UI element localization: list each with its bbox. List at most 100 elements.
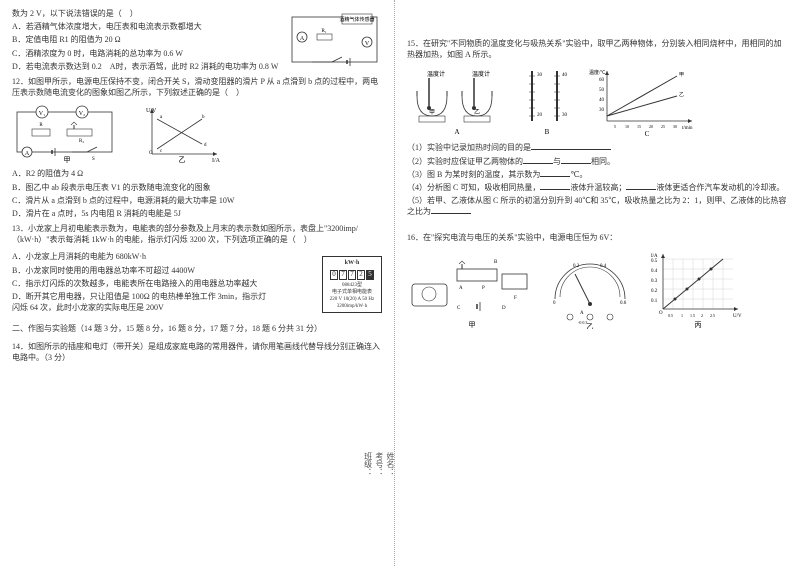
svg-text:a: a: [160, 115, 163, 120]
svg-text:0.5: 0.5: [651, 259, 658, 264]
energy-meter-diagram: kW·h 0 7 7 2 5 088423型 电子式单相电能表 220 V 10…: [322, 256, 382, 312]
circuit-diagram-1: 酒精气体传感器 A V R₁: [287, 12, 382, 67]
q15-sub1: （1）实验中记录加热时间的目的是: [407, 142, 788, 153]
svg-text:甲: 甲: [429, 109, 435, 116]
svg-text:A: A: [459, 286, 463, 291]
q16-text: 16．在"探究电流与电压的关系"实验中，电源电压恒为 6V：: [407, 232, 788, 243]
q15-sub4: （4）分析图 C 可知，吸收相同热量，液体升温较高；液体更适合作汽车发动机的冷却…: [407, 182, 788, 193]
svg-text:R: R: [39, 123, 43, 128]
svg-text:R₁: R₁: [321, 29, 326, 34]
svg-text:D: D: [502, 306, 506, 311]
meter-digit-3: 7: [348, 270, 356, 280]
svg-text:15: 15: [637, 124, 641, 129]
thermometer-diagram-b: 30 20 40 30 B: [517, 66, 577, 136]
binding-labels: 姓名： 考号： 班级：: [362, 452, 396, 506]
svg-text:1.5: 1.5: [690, 313, 695, 318]
q12-opt-d: D．滑片在 a 点时，5s 内电阻 R 消耗的电能是 5J: [12, 208, 382, 219]
svg-text:乙: 乙: [587, 323, 594, 329]
svg-text:A: A: [25, 151, 30, 157]
q12-opt-a: A．R2 的阻值为 4 Ω: [12, 168, 382, 179]
svg-text:温度计: 温度计: [472, 70, 490, 78]
svg-text:0.2: 0.2: [573, 264, 580, 269]
svg-text:30: 30: [562, 113, 568, 118]
svg-text:U/V: U/V: [733, 314, 742, 319]
meter-imp: 3200imp/kW·h: [325, 303, 379, 310]
svg-text:40: 40: [599, 98, 605, 103]
meter-unit: kW·h: [325, 259, 379, 267]
svg-text:V₂: V₂: [79, 111, 85, 117]
meter-sub: 电子式单相电能表: [325, 289, 379, 296]
svg-text:S: S: [92, 157, 95, 162]
svg-text:50: 50: [599, 88, 605, 93]
svg-text:t/min: t/min: [682, 126, 693, 131]
svg-text:30: 30: [673, 124, 677, 129]
svg-text:25: 25: [661, 124, 665, 129]
svg-text:A: A: [580, 311, 584, 316]
q14-text: 14．如图所示的插座和电灯（带开关）是组成家庭电路的常用器件，请你用笔画线代替导…: [12, 341, 382, 363]
q15-sub5: （5）若甲、乙液体从图 C 所示的初温分别升到 40℃和 35℃，吸收热量之比为…: [407, 195, 788, 217]
q13-opt-c: C．指示灯闪烁的次数越多，电能表所在电路接入的用电器总功率越大: [12, 278, 272, 289]
svg-text:酒精气体传感器: 酒精气体传感器: [339, 16, 374, 23]
q12-opt-c: C．滑片从 a 点滑到 b 点的过程中，电源消耗的最大功率是 10W: [12, 195, 382, 206]
ammeter-dial: 0 0.2 0.4 0.6 A -0 0.3 乙: [545, 249, 635, 329]
svg-text:b: b: [202, 115, 205, 120]
svg-text:0.2: 0.2: [651, 289, 658, 294]
svg-text:1: 1: [681, 313, 683, 318]
svg-text:2: 2: [701, 313, 703, 318]
q15-text: 15．在研究"不同物质的温度变化与吸热关系"实验中，取甲乙两种物体，分别装入相同…: [407, 38, 788, 60]
svg-text:B: B: [494, 260, 498, 265]
label-class: 班级：: [362, 452, 373, 476]
svg-text:2.5: 2.5: [710, 313, 715, 318]
svg-text:O: O: [659, 311, 663, 316]
svg-text:乙: 乙: [179, 156, 186, 164]
meter-digit-1: 0: [330, 270, 338, 280]
svg-text:丙: 丙: [695, 321, 702, 329]
beaker-diagram-a: 温度计 温度计 甲 乙 A: [407, 66, 507, 136]
svg-text:20: 20: [537, 113, 543, 118]
label-id: 考号：: [374, 452, 385, 476]
svg-text:P: P: [482, 286, 485, 291]
svg-text:0.6: 0.6: [620, 301, 627, 306]
svg-text:甲: 甲: [64, 156, 71, 164]
svg-text:O: O: [149, 151, 153, 156]
svg-text:A: A: [454, 128, 459, 136]
svg-text:5: 5: [614, 124, 616, 129]
section2-heading: 二、作图与实验题（14 题 3 分，15 题 8 分，16 题 8 分，17 题…: [12, 323, 382, 334]
graph-diagram-c: 温度/℃ t/min 60 50 40 30 5 10 15 20 25 30 …: [587, 66, 697, 136]
svg-text:c: c: [160, 149, 163, 154]
svg-text:0.5: 0.5: [668, 313, 673, 318]
svg-text:V₁: V₁: [39, 111, 45, 117]
svg-text:0.4: 0.4: [651, 269, 658, 274]
svg-text:0.4: 0.4: [600, 264, 607, 269]
circuit-diagram-2: V₁ V₂ R R₂ A S 甲: [12, 104, 122, 164]
meter-digit-5: 5: [366, 270, 374, 280]
svg-text:温度/℃: 温度/℃: [589, 69, 605, 76]
meter-digit-2: 7: [339, 270, 347, 280]
svg-text:C: C: [457, 306, 461, 311]
q12-opt-b: B．图乙中 ab 段表示电压表 V1 的示数随电流变化的图象: [12, 182, 382, 193]
svg-text:温度计: 温度计: [427, 70, 445, 78]
q15-sub3: （3）图 B 为某时刻的温度，其示数为℃。: [407, 169, 788, 180]
svg-text:A: A: [300, 36, 305, 42]
svg-text:甲: 甲: [469, 321, 476, 329]
svg-text:I/A: I/A: [212, 158, 221, 164]
svg-text:40: 40: [562, 73, 568, 78]
graph-q12: U/V I/A a b c d O 乙: [142, 104, 222, 164]
svg-text:0.3: 0.3: [651, 279, 658, 284]
q13-opt-d: D．断开其它用电器，只让阻值是 100Ω 的电热棒单独工作 3min，指示灯闪烁…: [12, 291, 272, 313]
svg-text:10: 10: [625, 124, 629, 129]
svg-text:F: F: [514, 296, 517, 301]
svg-text:V: V: [365, 41, 370, 47]
svg-text:30: 30: [537, 73, 543, 78]
svg-text:U/V: U/V: [146, 108, 157, 114]
svg-text:20: 20: [649, 124, 653, 129]
meter-digit-4: 2: [357, 270, 365, 280]
svg-text:0: 0: [553, 301, 556, 306]
svg-text:甲: 甲: [679, 72, 684, 78]
svg-text:R₂: R₂: [79, 139, 84, 144]
svg-text:乙: 乙: [474, 109, 480, 116]
q13-text: 13．小龙家上月初电能表示数为，电能表的部分参数及上月末的表示数如图所示，表盘上…: [12, 223, 382, 245]
q12-text: 12．如图甲所示，电源电压保持不变，闭合开关 S，滑动变阻器的滑片 P 从 a …: [12, 76, 382, 98]
meter-spec: 220 V 10(20) A 50 Hz: [325, 296, 379, 303]
svg-text:d: d: [204, 143, 207, 148]
